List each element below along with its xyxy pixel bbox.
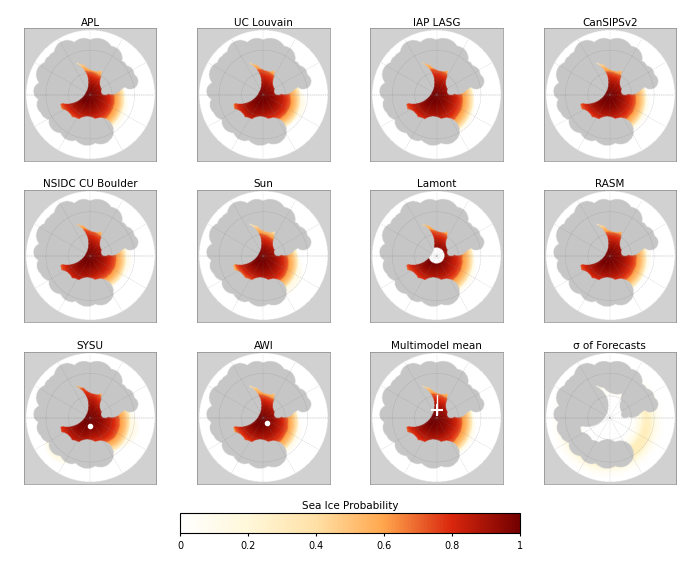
Title: Multimodel mean: Multimodel mean (391, 341, 482, 351)
Title: CanSIPSv2: CanSIPSv2 (582, 18, 638, 28)
Title: IAP LASG: IAP LASG (413, 18, 461, 28)
Title: NSIDC CU Boulder: NSIDC CU Boulder (43, 179, 138, 189)
Title: Lamont: Lamont (417, 179, 456, 189)
Title: Sea Ice Probability: Sea Ice Probability (302, 501, 398, 511)
Title: σ of Forecasts: σ of Forecasts (573, 341, 646, 351)
Title: AWI: AWI (253, 341, 273, 351)
Title: SYSU: SYSU (77, 341, 104, 351)
Title: APL: APL (80, 18, 100, 28)
Title: Sun: Sun (253, 179, 274, 189)
Title: UC Louvain: UC Louvain (234, 18, 293, 28)
Title: RASM: RASM (595, 179, 624, 189)
